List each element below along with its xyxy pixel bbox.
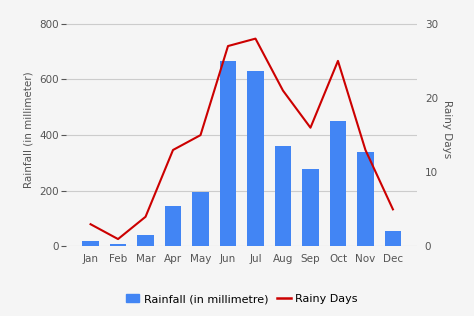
- Bar: [302, 168, 319, 246]
- Bar: [220, 61, 236, 246]
- Bar: [82, 241, 99, 246]
- Bar: [165, 206, 181, 246]
- Bar: [247, 71, 264, 246]
- Bar: [192, 192, 209, 246]
- Bar: [137, 235, 154, 246]
- Bar: [275, 146, 291, 246]
- Legend: Rainfall (in millimetre), Rainy Days: Rainfall (in millimetre), Rainy Days: [126, 294, 357, 304]
- Bar: [330, 121, 346, 246]
- Bar: [110, 244, 126, 246]
- Y-axis label: Rainfall (in millimeter): Rainfall (in millimeter): [24, 71, 34, 188]
- Bar: [357, 152, 374, 246]
- Y-axis label: Rainy Days: Rainy Days: [442, 100, 452, 159]
- Bar: [385, 231, 401, 246]
